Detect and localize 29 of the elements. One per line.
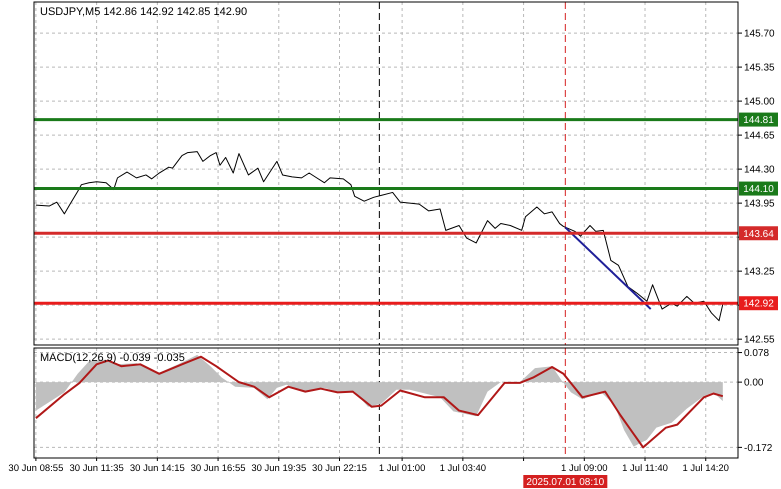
x-tick-label: 1 Jul 14:20 [682, 463, 729, 474]
ref-line-label: 144.10 [743, 184, 774, 196]
x-tick-label: 30 Jun 22:15 [312, 463, 367, 474]
ref-line-label: 144.81 [743, 115, 774, 126]
x-tick-label: 30 Jun 19:35 [251, 463, 306, 474]
y-tick-label: -0.172 [744, 442, 773, 454]
ref-line-label: 2025.07.01 08:10 [526, 477, 605, 488]
y-tick-label: 143.95 [744, 198, 776, 210]
ref-line-label: 143.64 [743, 228, 774, 240]
x-tick-label: 1 Jul 03:40 [440, 463, 486, 474]
y-tick-label: 145.00 [744, 96, 776, 108]
x-tick-label: 1 Jul 09:00 [561, 463, 608, 474]
x-tick-label: 30 Jun 16:55 [190, 463, 246, 474]
y-tick-label: 145.35 [744, 62, 776, 74]
x-tick-label: 30 Jun 14:15 [130, 463, 185, 474]
chart-title: USDJPY,M5 142.86 142.92 142.85 142.90 [40, 6, 248, 18]
y-tick-label: 144.30 [744, 164, 776, 176]
y-tick-label: 144.65 [744, 130, 776, 142]
y-tick-label: 0.00 [744, 378, 764, 389]
x-tick-label: 1 Jul 01:00 [378, 463, 426, 474]
y-tick-label: 143.25 [744, 266, 776, 278]
y-tick-label: 145.70 [744, 28, 776, 40]
y-tick-label: 0.078 [744, 348, 770, 360]
x-tick-label: 1 Jul 11:40 [622, 463, 668, 474]
x-tick-label: 30 Jun 08:55 [8, 463, 64, 474]
y-tick-label: 142.55 [744, 334, 776, 346]
ref-line-label: 142.92 [743, 298, 774, 310]
chart-title: MACD(12,26,9) -0.039 -0.035 [40, 352, 185, 364]
x-tick-label: 30 Jun 11:35 [70, 463, 124, 474]
